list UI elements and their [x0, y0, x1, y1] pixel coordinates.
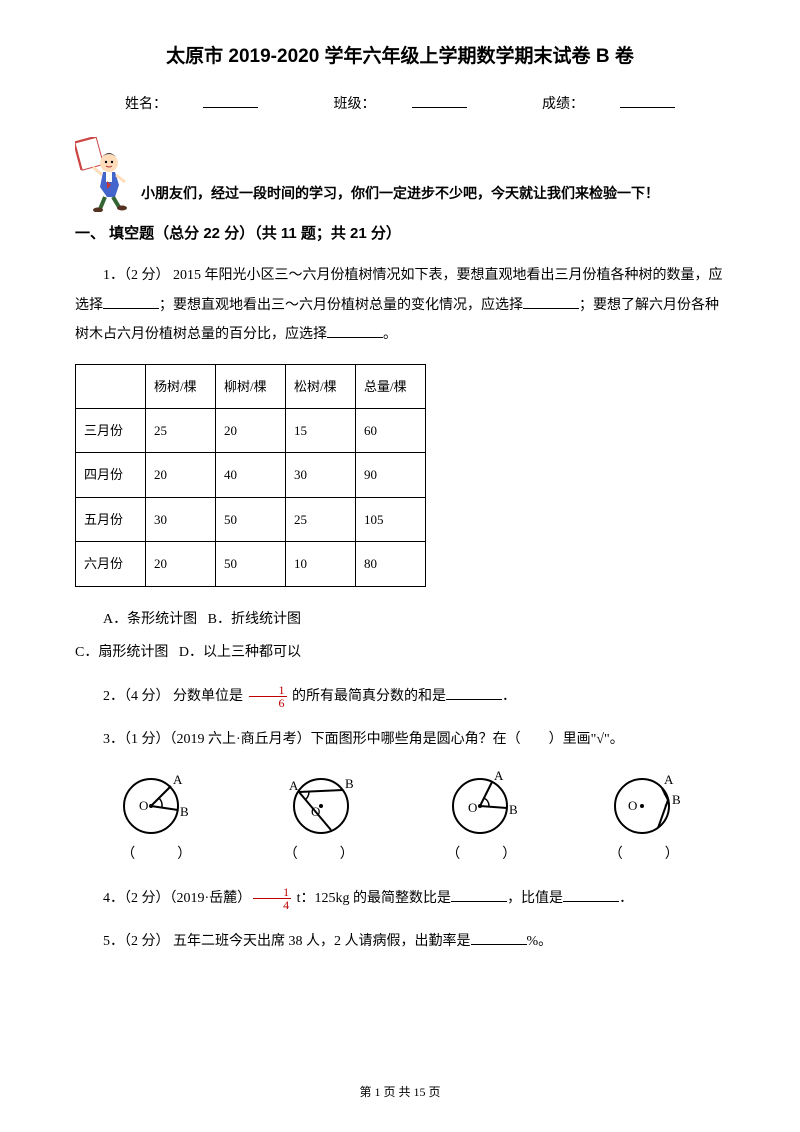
- table-row: 杨树/棵 柳树/棵 松树/棵 总量/棵: [76, 364, 426, 408]
- circle-diagram-4: O A B: [596, 768, 691, 838]
- name-label: 姓名：: [107, 97, 276, 112]
- question-1: 1．（2 分） 2015 年阳光小区三～六月份植树情况如下表，要想直观地看出三月…: [75, 261, 725, 349]
- svg-text:A: A: [664, 772, 674, 787]
- question-4: 4．（2 分）（2019·岳麓）14 t：125kg 的最简整数比是，比值是．: [75, 884, 725, 913]
- info-row: 姓名： 班级： 成绩：: [75, 92, 725, 117]
- circle-diagram-3: O A B: [434, 768, 529, 838]
- svg-text:B: B: [180, 804, 189, 819]
- data-table: 杨树/棵 柳树/棵 松树/棵 总量/棵 三月份25201560 四月份20403…: [75, 364, 426, 587]
- question-2: 2．（4 分） 分数单位是 16 的所有最简真分数的和是．: [75, 682, 725, 711]
- question-5: 5．（2 分） 五年二班今天出席 38 人，2 人请病假，出勤率是%。: [75, 927, 725, 956]
- svg-text:B: B: [509, 802, 518, 817]
- circles-row: O A B A B O O A B: [75, 768, 725, 838]
- table-row: 五月份305025105: [76, 497, 426, 541]
- class-label: 班级：: [316, 97, 485, 112]
- options: A．条形统计图 B．折线统计图 C．扇形统计图 D．以上三种都可以: [75, 603, 725, 670]
- question-3: 3．（1 分）（2019 六上·商丘月考）下面图形中哪些角是圆心角？在（ ）里画…: [75, 725, 725, 754]
- page-title: 太原市 2019-2020 学年六年级上学期数学期末试卷 B 卷: [75, 40, 725, 74]
- svg-text:O: O: [139, 798, 148, 813]
- mascot-row: 小朋友们，经过一段时间的学习，你们一定进步不少吧，今天就让我们来检验一下！: [75, 137, 725, 212]
- score-label: 成绩：: [524, 97, 693, 112]
- svg-text:A: A: [173, 772, 183, 787]
- mascot-icon: [75, 137, 135, 212]
- svg-text:O: O: [311, 804, 320, 819]
- svg-text:A: A: [494, 768, 504, 783]
- svg-text:B: B: [345, 776, 354, 791]
- page-footer: 第 1 页 共 15 页: [0, 1082, 800, 1104]
- svg-text:O: O: [468, 800, 477, 815]
- mascot-text: 小朋友们，经过一段时间的学习，你们一定进步不少吧，今天就让我们来检验一下！: [135, 181, 659, 212]
- circle-diagram-2: A B O: [271, 768, 366, 838]
- table-row: 三月份25201560: [76, 408, 426, 452]
- table-row: 六月份20501080: [76, 542, 426, 586]
- svg-text:A: A: [289, 778, 299, 793]
- table-row: 四月份20403090: [76, 453, 426, 497]
- paren-row: （ ） （ ） （ ） （ ）: [75, 842, 725, 867]
- circle-diagram-1: O A B: [109, 768, 204, 838]
- section-heading: 一、 填空题（总分 22 分）（共 11 题；共 21 分）: [75, 220, 725, 247]
- svg-text:O: O: [628, 798, 637, 813]
- svg-text:B: B: [672, 792, 681, 807]
